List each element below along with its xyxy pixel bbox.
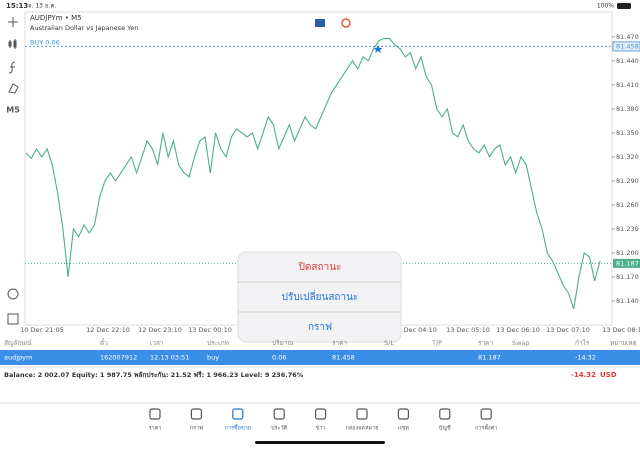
menu-panel: [237, 251, 402, 343]
tab-icon: [397, 408, 409, 420]
zoom-tool[interactable]: [7, 288, 19, 300]
table-cell: -14.32: [575, 354, 596, 362]
y-tick-label: 81.230: [616, 225, 639, 233]
chart-description: Australian Dollar vs Japanese Yen: [30, 24, 138, 32]
table-cell: 162007912: [100, 354, 137, 362]
tab-icon: [356, 408, 368, 420]
column-header: เวลา: [150, 339, 164, 347]
x-tick-label: 12 Dec 23:10: [138, 326, 182, 334]
column-header: หมายเหตุ: [610, 339, 637, 347]
table-cell: 81.458: [332, 354, 355, 362]
y-tick-label: 81.170: [616, 273, 639, 281]
price-line: [25, 37, 601, 310]
position-price-box: [612, 41, 640, 52]
y-tick-label: 81.350: [616, 129, 639, 137]
column-header: ตั๋ว: [100, 338, 108, 347]
column-header: ราคา: [478, 339, 493, 347]
order-marker: [373, 45, 383, 53]
y-tick-label: 81.470: [616, 33, 639, 41]
x-tick-label: 13 Dec 00:10: [188, 326, 232, 334]
tab-label[interactable]: ประวัติ: [271, 425, 287, 432]
status-time: 15:13: [6, 2, 28, 10]
status-battery: 100%: [597, 3, 614, 10]
left-toolbar: [7, 17, 19, 325]
y-tick-label: 81.320: [616, 153, 639, 161]
home-indicator: [255, 441, 385, 444]
tab-icon: [273, 408, 285, 420]
x-tick-label: 10 Dec 21:05: [20, 326, 64, 334]
tab-label[interactable]: ราคา: [149, 426, 162, 432]
position-price: 81.458: [616, 42, 639, 50]
flag-icon: [315, 19, 325, 27]
x-tick-label: 13 Dec 04:10: [393, 326, 437, 334]
x-tick-label: 13 Dec 08:1: [602, 326, 640, 334]
objects-tool[interactable]: [8, 83, 19, 94]
tab-icon: [315, 408, 327, 420]
column-header: กำไร: [575, 339, 590, 347]
y-tick-label: 81.380: [616, 105, 639, 113]
status-icon: [341, 18, 351, 28]
y-tick-label: 81.260: [616, 201, 639, 209]
tab-icon: [480, 408, 492, 420]
summary-profit: -14.32: [571, 371, 596, 379]
table-cell: 12.13 03:51: [150, 354, 189, 362]
column-header: สัญลักษณ์: [4, 339, 32, 347]
tab-label[interactable]: การซื้อขาย: [225, 424, 251, 432]
tab-icon: [149, 408, 161, 420]
x-tick-label: 12 Dec 22:10: [86, 326, 130, 334]
table-cell: 81.187: [478, 354, 501, 362]
menu-item[interactable]: ปิดสถานะ: [298, 262, 341, 273]
column-header: ประเภท: [207, 339, 229, 347]
y-tick-label: 81.290: [616, 177, 639, 185]
add-tool[interactable]: [7, 313, 19, 325]
tab-label[interactable]: กล่องจดหมาย: [345, 426, 378, 432]
y-tick-label: 81.410: [616, 81, 639, 89]
column-header: S/L: [384, 339, 394, 347]
tab-label[interactable]: การตั้งค่า: [475, 424, 497, 432]
table-cell: 0.06: [272, 354, 286, 362]
menu-item[interactable]: กราฟ: [308, 322, 332, 333]
selected-row[interactable]: [0, 350, 640, 365]
column-header: T/P: [431, 339, 442, 347]
position-label: BUY 0.06: [30, 38, 60, 46]
tab-label[interactable]: ข่าว: [316, 426, 326, 432]
table-cell: audjpym: [4, 354, 32, 362]
tab-label[interactable]: บัญชี: [439, 425, 451, 432]
y-tick-label: 81.140: [616, 297, 639, 305]
x-tick-label: 13 Dec 07:10: [546, 326, 590, 334]
tab-icon: [232, 408, 244, 420]
column-header: Swap: [512, 339, 530, 347]
column-header: ราคา: [332, 339, 347, 347]
x-tick-label: 13 Dec 05:10: [446, 326, 490, 334]
tab-label[interactable]: แชท: [398, 425, 409, 432]
y-tick-label: 81.200: [616, 249, 639, 257]
context-menu: ปิดสถานะ ปรับเปลี่ยนสถานะ กราฟ: [237, 251, 402, 343]
table-cell: buy: [207, 354, 219, 362]
indicator-tool[interactable]: [8, 39, 17, 49]
summary-currency: USD: [600, 371, 617, 379]
column-header: ปริมาณ: [272, 339, 294, 347]
function-tool[interactable]: [8, 61, 16, 74]
bid-price-box: [613, 258, 640, 268]
battery-icon: [617, 3, 631, 9]
timeframe[interactable]: M5: [6, 106, 20, 115]
bid-price: 81.187: [616, 259, 639, 267]
crosshair-tool[interactable]: [8, 17, 18, 27]
summary: Balance: 2 002.07 Equity: 1 987.75 พลักป…: [4, 371, 304, 379]
tab-icon: [439, 408, 451, 420]
menu-item[interactable]: ปรับเปลี่ยนสถานะ: [282, 289, 359, 303]
status-date: จ. 13 ธ.ค.: [28, 3, 56, 10]
tab-icon: [190, 408, 202, 420]
y-tick-label: 81.440: [616, 57, 639, 65]
x-tick-label: 13 Dec 06:10: [496, 326, 540, 334]
tab-label[interactable]: กราฟ: [190, 425, 203, 432]
chart-symbol: AUDJPYm • M5: [30, 14, 82, 22]
